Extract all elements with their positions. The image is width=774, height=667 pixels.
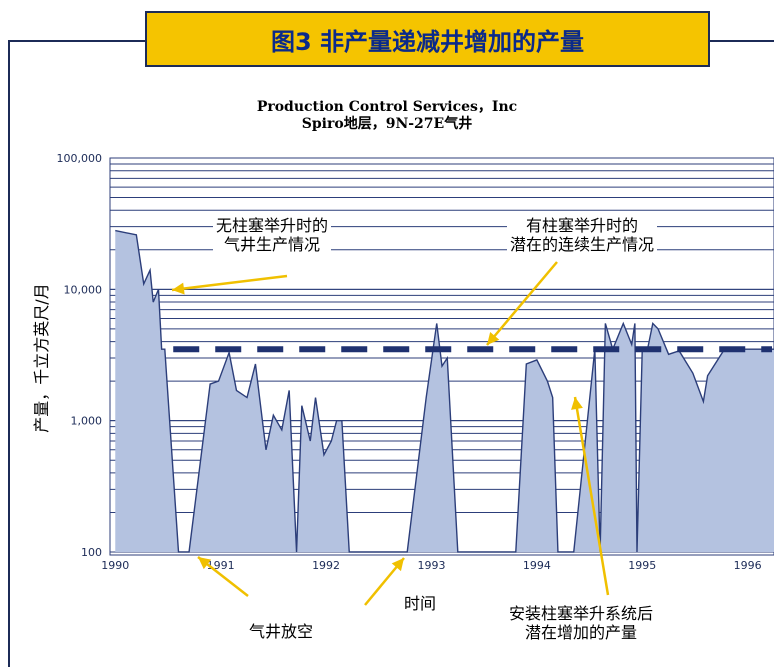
y-tick-label: 1,000	[71, 415, 103, 428]
annotation-added-production-line1: 安装柱塞举升系统后	[509, 604, 654, 623]
annotation-without-plunger: 无柱塞举升时的 气井生产情况	[213, 216, 332, 254]
figure-title-box: 图3 非产量递减井增加的产量	[145, 11, 710, 67]
x-tick-label: 1992	[312, 559, 340, 572]
annotation-without-plunger-line1: 无柱塞举升时的	[216, 216, 329, 235]
y-tick-label: 10,000	[64, 283, 103, 296]
chart-subtitle-company: Production Control Services，Inc	[256, 99, 518, 115]
annotation-with-plunger-line1: 有柱塞举升时的	[526, 216, 639, 235]
annotation-arrowhead	[571, 397, 583, 410]
y-tick-label: 100,000	[57, 152, 103, 165]
x-tick-label: 1990	[101, 559, 129, 572]
x-tick-label: 1996	[734, 559, 762, 572]
annotation-arrowhead	[487, 331, 500, 345]
annotation-arrowhead	[172, 282, 185, 295]
annotation-arrowhead	[391, 558, 404, 572]
x-tick-label: 1994	[523, 559, 551, 572]
frame-top-right	[710, 40, 774, 42]
annotation-shut-in: 气井放空	[246, 622, 317, 641]
y-axis-label: 产量，千立方英尺/月	[32, 283, 51, 433]
x-tick-label: 1993	[417, 559, 445, 572]
annotation-arrow	[573, 396, 610, 596]
annotation-with-plunger-line2: 潜在的连续生产情况	[510, 235, 655, 254]
production-line	[115, 229, 774, 553]
figure-title: 图3 非产量递减井增加的产量	[270, 27, 585, 56]
production-area	[115, 230, 774, 552]
annotation-added-production-line2: 潜在增加的产量	[525, 623, 638, 642]
annotation-without-plunger-line2: 气井生产情况	[224, 235, 321, 254]
chart-subtitle-well: Spiro地层，9N-27E气井	[301, 116, 473, 132]
annotation-arrow	[486, 261, 558, 346]
annotation-with-plunger: 有柱塞举升时的 潜在的连续生产情况	[507, 216, 658, 254]
x-tick-label: 1995	[628, 559, 656, 572]
annotation-arrow	[171, 274, 288, 292]
annotation-arrowhead	[198, 557, 212, 570]
y-tick-label: 100	[81, 546, 102, 559]
x-axis-label: 时间	[403, 594, 437, 613]
annotation-added-production: 安装柱塞举升系统后 潜在增加的产量	[506, 604, 657, 642]
frame-top-left	[8, 40, 145, 42]
frame-left	[8, 40, 10, 667]
